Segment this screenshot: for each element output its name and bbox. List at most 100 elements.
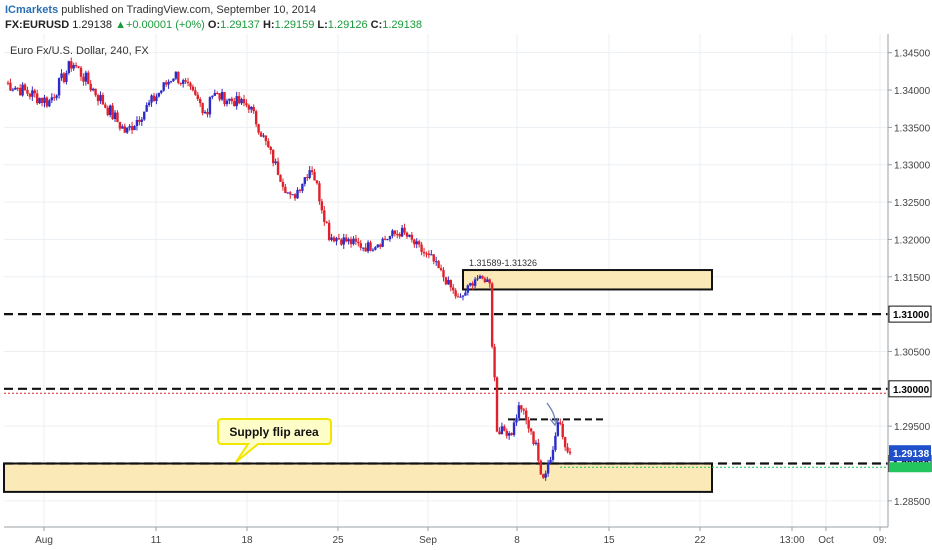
candle-body <box>340 239 343 245</box>
time-tick-label: 22 <box>694 535 706 546</box>
candlestick <box>223 91 226 107</box>
candlestick <box>135 116 139 131</box>
candlestick <box>447 276 450 285</box>
candlestick <box>388 235 392 242</box>
candle-body <box>228 98 231 101</box>
candle-body <box>45 97 49 107</box>
candlestick <box>544 470 547 481</box>
publish-line: ICmarkets published on TradingView.com, … <box>5 4 316 16</box>
candle-body <box>364 247 367 252</box>
candlestick <box>456 293 460 298</box>
candlestick <box>464 289 467 296</box>
candlestick <box>476 275 479 282</box>
candle-body <box>379 244 382 247</box>
candle-body <box>252 106 255 112</box>
candle-body <box>198 99 202 104</box>
candle-body <box>269 146 272 150</box>
zones: 1.31589-1.31326 <box>3 258 713 493</box>
candlestick <box>162 82 165 92</box>
candlestick <box>481 275 484 280</box>
callout-bubble <box>217 418 332 463</box>
candlestick <box>422 247 426 257</box>
symbol-label[interactable]: FX:EURUSD <box>5 19 70 31</box>
candlestick <box>213 89 216 97</box>
time-tick-label: 15 <box>603 535 615 546</box>
candlestick <box>257 123 260 135</box>
candle-body <box>374 247 377 250</box>
publisher-link[interactable]: ICmarkets <box>5 4 59 16</box>
candlestick <box>442 267 445 282</box>
candlestick <box>332 235 336 243</box>
candle-body <box>522 409 525 411</box>
candle-body <box>28 93 32 97</box>
candlestick <box>72 62 75 71</box>
candle-body <box>235 96 238 107</box>
candle-body <box>320 201 324 211</box>
candlestick <box>293 193 297 201</box>
candle-body <box>498 431 501 435</box>
candle-body <box>325 221 328 223</box>
candle-body <box>152 95 156 102</box>
open-label: O: <box>207 19 221 31</box>
candlestick <box>525 407 528 425</box>
candle-body <box>427 253 431 256</box>
candlestick <box>459 293 462 298</box>
candlestick <box>254 109 258 128</box>
candlestick <box>152 92 156 102</box>
price-tick-label: 1.34000 <box>894 86 931 97</box>
candle-body <box>11 89 15 91</box>
candlestick <box>454 288 457 299</box>
price-tick-label: 1.28500 <box>894 497 931 508</box>
candle-body <box>481 275 484 279</box>
candle-body <box>495 377 499 432</box>
candle-body <box>31 90 34 97</box>
candlestick <box>542 473 545 480</box>
down-arrow-icon-head <box>549 417 559 427</box>
candle-body <box>245 103 248 106</box>
candlestick <box>230 96 234 105</box>
candlestick <box>172 78 175 82</box>
candlestick <box>434 256 438 266</box>
candle-body <box>393 230 397 234</box>
time-tick-label: 25 <box>332 535 344 546</box>
candlestick <box>391 229 394 239</box>
candle-body <box>354 238 358 242</box>
candle-body <box>189 83 192 87</box>
published-text: published on TradingView.com, September … <box>58 4 317 16</box>
candlestick <box>561 420 564 440</box>
candle-body <box>369 242 372 251</box>
price-chart[interactable]: 1.31589-1.31326 Supply flip area 1.34500… <box>0 34 932 550</box>
candlestick <box>157 92 161 98</box>
candle-body <box>306 177 309 179</box>
candle-body <box>177 71 180 83</box>
time-axis[interactable]: Aug 11 18 25 Sep 8 15 22 13:00 Oct 09: <box>4 526 888 546</box>
candlestick <box>31 86 34 102</box>
candlestick <box>318 180 321 205</box>
candle-body <box>130 126 134 131</box>
candlestick <box>352 236 355 246</box>
candle-body <box>213 93 216 96</box>
candle-body <box>223 92 226 105</box>
candlestick <box>264 135 268 146</box>
candle-body <box>559 422 562 424</box>
candle-body <box>186 81 190 84</box>
candlestick <box>160 90 163 95</box>
candlestick <box>218 93 221 102</box>
candlestick <box>532 431 535 446</box>
candle-body <box>344 237 348 242</box>
candle-body <box>33 90 36 94</box>
candle-body <box>357 241 360 244</box>
candle-body <box>123 126 126 133</box>
candlestick <box>303 176 307 187</box>
candle-body <box>568 451 572 454</box>
candle-body <box>111 105 114 120</box>
price-axis[interactable]: 1.34500 1.34000 1.33500 1.33000 1.32500 1.320… <box>887 34 932 527</box>
candles <box>6 57 572 481</box>
candle-body <box>347 239 350 242</box>
candlestick <box>520 404 523 413</box>
candle-body <box>233 101 236 107</box>
candlestick <box>408 234 411 238</box>
candlestick <box>11 87 15 92</box>
candlestick <box>357 237 360 247</box>
candle-body <box>527 420 530 429</box>
